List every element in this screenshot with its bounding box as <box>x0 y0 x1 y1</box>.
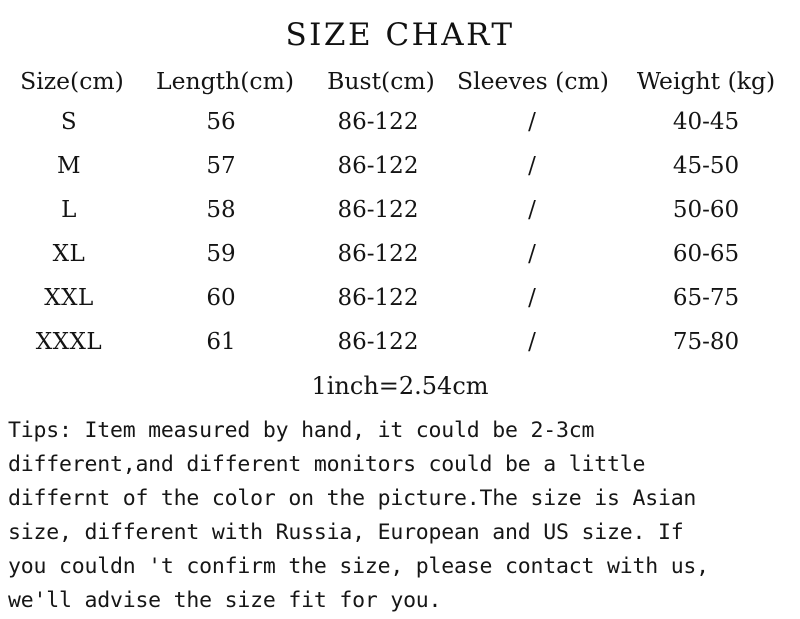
cell-sleeves: / <box>528 153 536 179</box>
table-header-row: Size(cm) Length(cm) Bust(cm) Sleeves (cm… <box>0 62 800 100</box>
cell-bust: 86-122 <box>337 285 419 311</box>
cell-sleeves: / <box>528 109 536 135</box>
table-row: XXL 60 86-122 / 65-75 <box>0 276 800 320</box>
cell-size: XXXL <box>35 329 103 355</box>
cell-sleeves: / <box>528 285 536 311</box>
tips-line: differnt of the color on the picture.The… <box>8 486 697 511</box>
cell-sleeves: / <box>528 197 536 223</box>
cell-size: M <box>56 153 82 179</box>
table-row: M 57 86-122 / 45-50 <box>0 144 800 188</box>
cell-weight: 40-45 <box>672 109 740 135</box>
column-header-weight: Weight (kg) <box>636 67 776 95</box>
cell-size: L <box>61 197 77 223</box>
tips-line: different,and different monitors could b… <box>8 452 646 477</box>
cell-weight: 75-80 <box>672 329 740 355</box>
column-header-size: Size(cm) <box>20 67 124 95</box>
cell-length: 61 <box>206 329 236 355</box>
table-row: XXXL 61 86-122 / 75-80 <box>0 320 800 364</box>
column-header-length: Length(cm) <box>155 67 295 95</box>
column-header-sleeves: Sleeves (cm) <box>457 67 609 95</box>
cell-length: 58 <box>206 197 236 223</box>
table-row: L 58 86-122 / 50-60 <box>0 188 800 232</box>
tips-line: size, different with Russia, European an… <box>8 520 684 545</box>
cell-sleeves: / <box>528 241 536 267</box>
page-title: SIZE CHART <box>285 17 515 53</box>
cell-bust: 86-122 <box>337 197 419 223</box>
cell-weight: 45-50 <box>672 153 740 179</box>
tips-line: Tips: Item measured by hand, it could be… <box>8 418 595 443</box>
cell-weight: 60-65 <box>672 241 740 267</box>
unit-conversion-note: 1inch=2.54cm <box>311 372 489 400</box>
tips-line: we'll advise the size fit for you. <box>8 588 442 613</box>
cell-bust: 86-122 <box>337 329 419 355</box>
cell-length: 60 <box>206 285 236 311</box>
cell-size: S <box>60 109 78 135</box>
cell-sleeves: / <box>528 329 536 355</box>
cell-size: XL <box>52 241 86 267</box>
cell-length: 56 <box>206 109 236 135</box>
cell-size: XXL <box>44 285 94 311</box>
cell-length: 59 <box>206 241 236 267</box>
tips-paragraph: Tips: Item measured by hand, it could be… <box>8 414 794 618</box>
cell-weight: 65-75 <box>672 285 740 311</box>
cell-weight: 50-60 <box>672 197 740 223</box>
cell-bust: 86-122 <box>337 109 419 135</box>
table-row: XL 59 86-122 / 60-65 <box>0 232 800 276</box>
cell-bust: 86-122 <box>337 153 419 179</box>
cell-length: 57 <box>206 153 236 179</box>
tips-line: you couldn 't confirm the size, please c… <box>8 554 709 579</box>
column-header-bust: Bust(cm) <box>327 67 435 95</box>
cell-bust: 86-122 <box>337 241 419 267</box>
size-chart-table: Size(cm) Length(cm) Bust(cm) Sleeves (cm… <box>0 62 800 364</box>
table-row: S 56 86-122 / 40-45 <box>0 100 800 144</box>
